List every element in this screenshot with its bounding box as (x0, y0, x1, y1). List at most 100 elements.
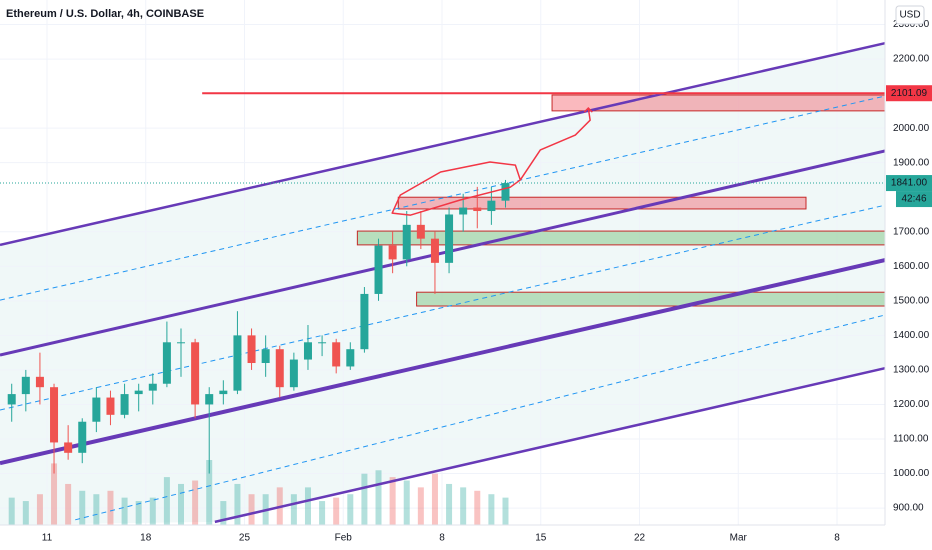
candle-body (191, 342, 200, 405)
candle-body (177, 342, 186, 344)
zone (397, 196, 807, 210)
currency-button[interactable] (895, 5, 925, 25)
volume-bar (403, 480, 410, 525)
candle-body (233, 335, 242, 391)
y-tick-label: 1400.00 (893, 330, 930, 341)
x-tick-label: Mar (730, 533, 748, 544)
volume-bar (248, 494, 255, 525)
candle-body (360, 293, 369, 350)
candle-body (134, 390, 143, 395)
y-tick-label: 1000.00 (893, 468, 930, 479)
candle-body (148, 383, 157, 391)
candle-body (416, 224, 425, 239)
candle-body (120, 394, 129, 415)
volume-bar (417, 487, 424, 525)
y-tick-label: 1700.00 (893, 226, 930, 237)
volume-bar (333, 497, 340, 525)
volume-bar (8, 497, 15, 525)
y-tick-label: 2300.00 (893, 19, 930, 30)
trend-line (0, 149, 886, 357)
volume-bar (206, 460, 213, 525)
y-tick-label: 1200.00 (893, 399, 930, 410)
volume-bar (36, 494, 43, 525)
candle-body (162, 342, 171, 384)
price-label: 1841.00 (891, 178, 928, 189)
candle-body (388, 245, 397, 260)
volume-bar (460, 487, 467, 525)
arrow-head (583, 107, 593, 113)
candle-body (35, 376, 44, 388)
volume-bar (304, 487, 311, 525)
trend-line (0, 41, 886, 247)
volume-bar (149, 497, 156, 525)
candle-body (289, 359, 298, 388)
y-tick-label: 2000.00 (893, 123, 930, 134)
candle-body (261, 349, 270, 364)
volume-bar (163, 477, 170, 525)
candle-body (92, 397, 101, 422)
trend-line (0, 95, 886, 301)
chart-title: Ethereum / U.S. Dollar, 4h, COINBASE (6, 8, 204, 20)
candle-body (346, 349, 355, 367)
candle-body (487, 200, 496, 212)
volume-bar (389, 477, 396, 525)
y-tick-label: 1600.00 (893, 261, 930, 272)
volume-bar (431, 473, 438, 525)
volume-bar (93, 494, 100, 525)
y-tick-label: 2200.00 (893, 54, 930, 65)
candle-body (219, 390, 228, 395)
candle-body (445, 214, 454, 263)
candle-body (318, 342, 327, 344)
y-tick-label: 900.00 (893, 503, 924, 514)
volume-bar (121, 497, 128, 525)
y-tick-label: 1900.00 (893, 157, 930, 168)
volume-bar (361, 473, 368, 525)
x-tick-label: 22 (634, 533, 646, 544)
y-tick-label: 1100.00 (893, 434, 929, 445)
volume-bar (51, 463, 58, 525)
volume-bar (22, 501, 29, 525)
x-tick-label: 8 (834, 533, 840, 544)
x-tick-label: 15 (535, 533, 547, 544)
candle-body (473, 207, 482, 212)
candle-body (459, 207, 468, 215)
price-label: 2101.09 (891, 88, 928, 99)
y-tick-label: 1300.00 (893, 365, 930, 376)
candle-body (332, 342, 341, 367)
volume-bar (178, 483, 185, 525)
candle-body (205, 394, 214, 405)
candle-body (501, 183, 510, 201)
candle-body (275, 349, 284, 388)
candle-body (50, 387, 59, 443)
x-tick-label: 8 (439, 533, 445, 544)
volume-bar (446, 483, 453, 525)
zone (416, 291, 886, 307)
trend-line (0, 258, 886, 466)
candle-body (7, 394, 16, 405)
axes: 900.00 1000.00 1100.00 1200.00 1300.00 1400.0… (42, 19, 932, 544)
countdown-box (896, 191, 932, 208)
countdown: 42:46 (901, 194, 926, 205)
volume-bar (502, 497, 509, 525)
volume-bar (65, 483, 72, 525)
currency-label[interactable]: USD (899, 10, 920, 21)
volume-bar (220, 501, 227, 525)
candle-body (402, 224, 411, 260)
candle-body (430, 238, 439, 263)
volume-bar (319, 501, 326, 525)
candle-body (303, 342, 312, 360)
freehand-drawing (391, 107, 591, 216)
trend-line (0, 204, 886, 411)
x-tick-label: 18 (140, 533, 152, 544)
x-tick-label: 25 (239, 533, 251, 544)
x-tick-label: 11 (42, 533, 53, 544)
candle-body (374, 245, 383, 294)
plot-area (0, 0, 886, 525)
volume-bar (347, 494, 354, 525)
price-label-box (886, 175, 932, 192)
y-tick-label: 1500.00 (893, 295, 930, 306)
volume-bar (474, 490, 481, 525)
volume-bar (192, 480, 199, 525)
